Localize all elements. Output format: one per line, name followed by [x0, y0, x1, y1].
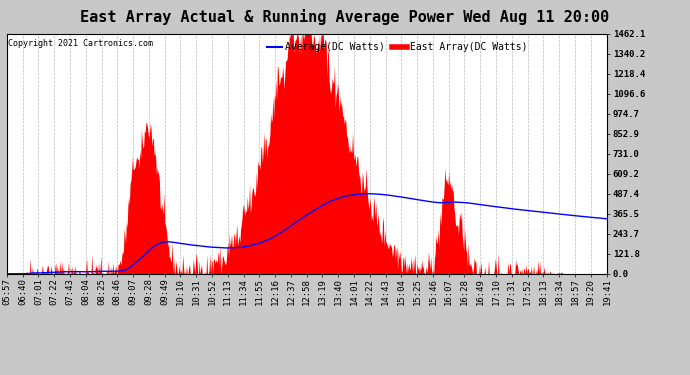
Text: Copyright 2021 Cartronics.com: Copyright 2021 Cartronics.com [8, 39, 153, 48]
Text: East Array Actual & Running Average Power Wed Aug 11 20:00: East Array Actual & Running Average Powe… [80, 9, 610, 26]
Legend: Average(DC Watts), East Array(DC Watts): Average(DC Watts), East Array(DC Watts) [263, 39, 531, 56]
